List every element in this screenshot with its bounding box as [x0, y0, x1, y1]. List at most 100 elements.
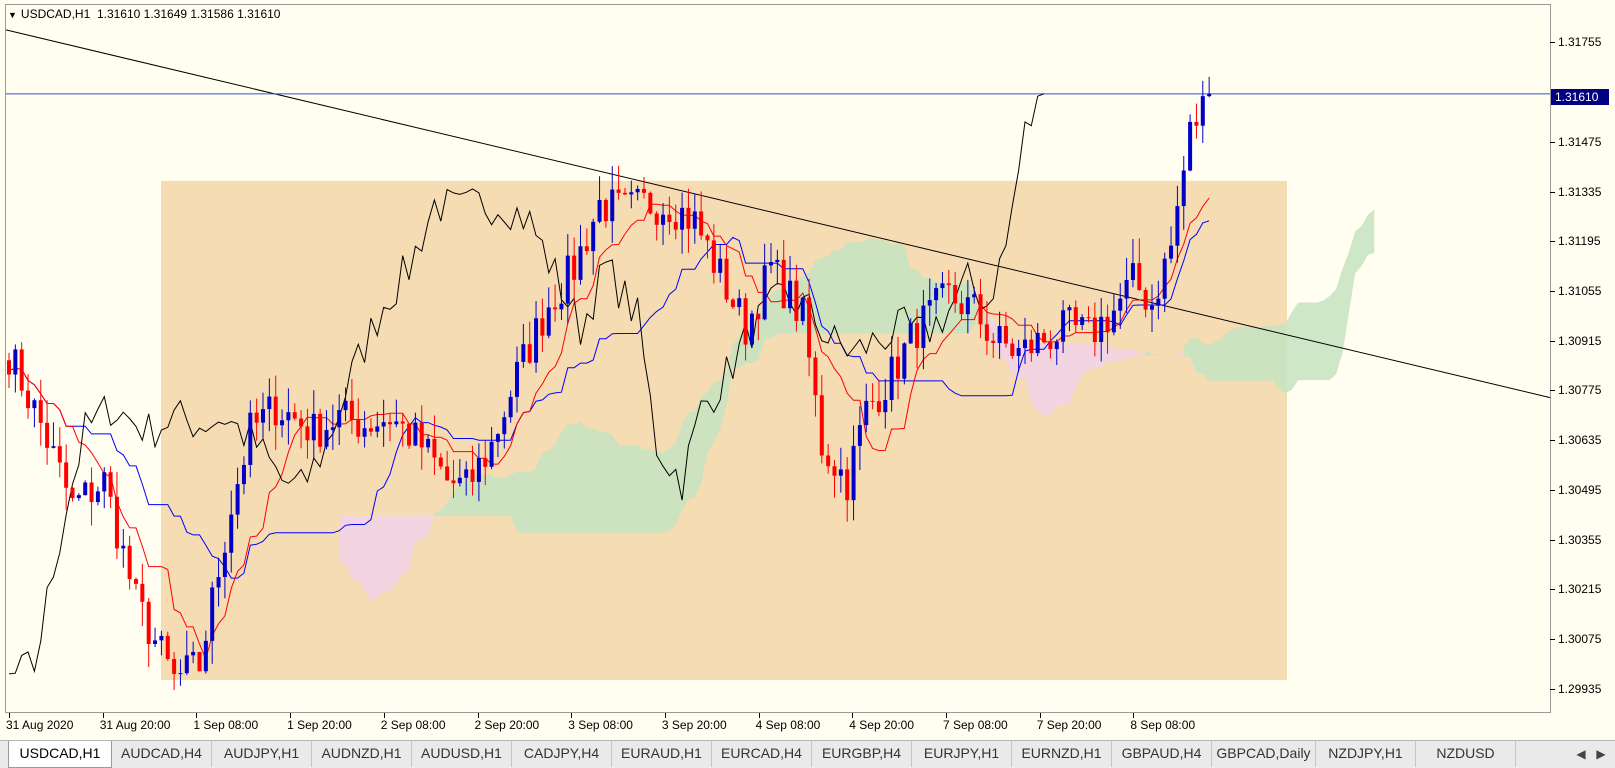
- time-tick-label: 1 Sep 20:00: [287, 718, 352, 732]
- candle-body: [7, 360, 11, 375]
- trendline: [5, 29, 1551, 399]
- price-tick-label: 1.31195: [1558, 234, 1601, 249]
- candle-body: [159, 635, 164, 641]
- tab-eurjpy-h1[interactable]: EURJPY,H1: [912, 741, 1012, 767]
- candle-body: [534, 318, 539, 363]
- candle-body: [235, 484, 240, 515]
- candle-body: [318, 413, 323, 447]
- candle-body: [896, 356, 900, 379]
- candle-body: [330, 427, 335, 430]
- candle-body: [286, 412, 291, 421]
- candle-body: [464, 469, 469, 478]
- tab-cadjpy-h4[interactable]: CADJPY,H4: [512, 741, 612, 767]
- candle-body: [921, 305, 926, 349]
- tab-eurgbp-h4[interactable]: EURGBP,H4: [812, 741, 912, 767]
- tab-nzdusd[interactable]: NZDUSD: [1416, 741, 1516, 767]
- tab-euraud-h1[interactable]: EURAUD,H1: [612, 741, 712, 767]
- tab-usdcad-h1[interactable]: USDCAD,H1: [8, 741, 112, 768]
- tab-gbpcad-daily[interactable]: GBPCAD,Daily: [1212, 741, 1316, 767]
- tab-eurcad-h4[interactable]: EURCAD,H4: [712, 741, 812, 767]
- tab-eurnzd-h1[interactable]: EURNZD,H1: [1012, 741, 1112, 767]
- candle-body: [1175, 206, 1180, 246]
- candle-body: [908, 323, 913, 344]
- price-tick-mark: [1550, 589, 1555, 591]
- candle-body: [1130, 263, 1135, 281]
- candle-body: [343, 400, 348, 411]
- time-tick-mark: [102, 713, 104, 718]
- time-tick-mark: [758, 713, 760, 718]
- time-tick-label: 4 Sep 20:00: [849, 718, 915, 732]
- ichimoku-cloud: [339, 513, 435, 602]
- triangle-right-icon[interactable]: ▶: [1596, 747, 1606, 761]
- candle-body: [1105, 316, 1110, 333]
- candle-body: [724, 258, 729, 300]
- tab-audcad-h4[interactable]: AUDCAD,H4: [112, 741, 212, 767]
- candle-body: [19, 349, 24, 391]
- candle-body: [578, 246, 583, 280]
- candle-body: [457, 477, 462, 484]
- candle-body: [667, 214, 672, 223]
- candle-body: [70, 487, 75, 499]
- candle-body: [1054, 341, 1059, 350]
- candle-body: [1067, 307, 1072, 311]
- price-tick-label: 1.31755: [1558, 35, 1602, 50]
- candle-body: [813, 357, 818, 396]
- tab-audjpy-h1[interactable]: AUDJPY,H1: [212, 741, 312, 767]
- candle-body: [1035, 332, 1040, 354]
- candle-body: [108, 472, 113, 497]
- candle-body: [1099, 316, 1104, 342]
- candle-body: [51, 446, 56, 448]
- candle-body: [826, 455, 831, 467]
- candle-body: [705, 235, 710, 241]
- tab-gbpaud-h4[interactable]: GBPAUD,H4: [1112, 741, 1212, 767]
- candle-body: [292, 412, 297, 419]
- kijun-sen-line: [8, 220, 1210, 579]
- price-tick-label: 1.30635: [1558, 433, 1602, 448]
- time-tick-mark: [664, 713, 666, 718]
- candle-body: [1169, 245, 1174, 259]
- price-tick-label: 1.30915: [1558, 333, 1602, 348]
- candle-body: [610, 189, 615, 222]
- candle-body: [121, 545, 126, 549]
- tab-audusd-h1[interactable]: AUDUSD,H1: [412, 741, 512, 767]
- tab-nzdjpy-h1[interactable]: NZDJPY,H1: [1316, 741, 1416, 767]
- candle-body: [959, 303, 964, 315]
- candle-body: [1156, 298, 1161, 306]
- candle-body: [241, 464, 246, 485]
- candle-body: [876, 401, 881, 413]
- candle-body: [940, 283, 945, 289]
- tenkan-sen-line: [8, 197, 1210, 661]
- candle-body: [146, 601, 151, 644]
- candle-body: [743, 298, 748, 345]
- candle-body: [89, 482, 94, 503]
- chart-window[interactable]: ▼ USDCAD,H1 1.31610 1.31649 1.31586 1.316…: [0, 0, 1615, 740]
- time-tick-mark: [383, 713, 385, 718]
- candle-body: [984, 324, 989, 341]
- time-tick-label: 1 Sep 08:00: [193, 718, 259, 732]
- candle-body: [337, 410, 342, 428]
- tab-audnzd-h1[interactable]: AUDNZD,H1: [312, 741, 412, 767]
- candle-body: [1194, 121, 1199, 126]
- price-tick-label: 1.31475: [1558, 134, 1602, 149]
- time-tick-label: 4 Sep 08:00: [755, 718, 821, 732]
- candle-body: [57, 446, 62, 463]
- candle-body: [216, 577, 221, 588]
- candle-body: [800, 297, 805, 321]
- candle-body: [832, 466, 837, 476]
- candle-body: [1137, 263, 1142, 290]
- candle-body: [1003, 326, 1008, 344]
- dropdown-triangle-icon[interactable]: ▼: [8, 10, 17, 20]
- candle-body: [838, 469, 843, 476]
- candle-body: [851, 445, 856, 501]
- candle-body: [711, 240, 716, 273]
- candle-body: [1188, 121, 1193, 171]
- candle-body: [661, 214, 666, 225]
- candle-body: [45, 422, 50, 448]
- triangle-left-icon[interactable]: ◀: [1576, 747, 1586, 761]
- price-tick-label: 1.29935: [1558, 681, 1602, 696]
- candle-body: [857, 425, 862, 446]
- candle-body: [680, 207, 685, 230]
- price-chart[interactable]: [0, 0, 1615, 740]
- candle-body: [597, 199, 602, 222]
- candle-body: [311, 413, 316, 441]
